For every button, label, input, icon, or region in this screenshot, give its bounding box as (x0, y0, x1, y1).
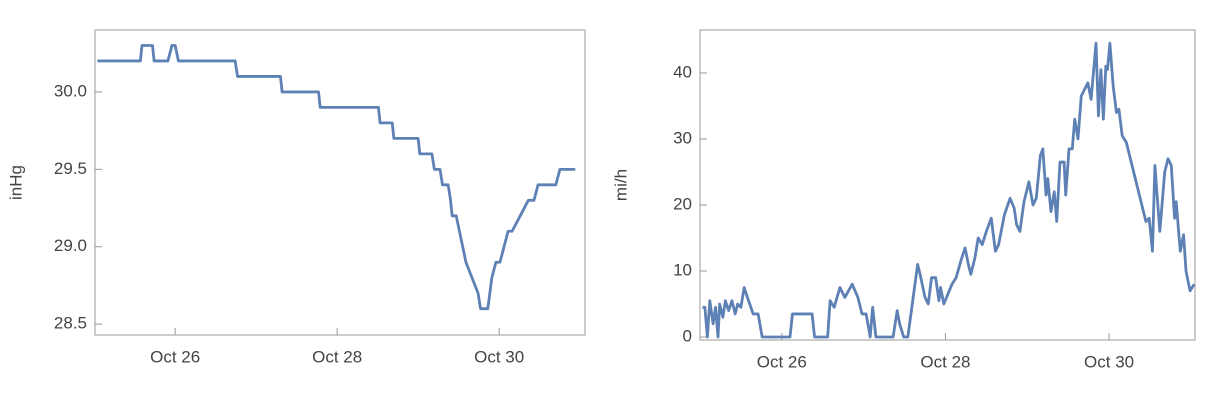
x-tick-label: Oct 26 (757, 352, 807, 371)
y-axis-label: mi/h (611, 169, 630, 201)
y-tick-label: 29.5 (54, 159, 87, 178)
y-tick-label: 29.0 (54, 236, 87, 255)
plot-frame (699, 29, 1196, 341)
x-tick-label: Oct 26 (150, 347, 200, 366)
y-axis-label: inHg (6, 165, 25, 200)
y-tick-label: 28.5 (54, 314, 87, 333)
x-tick-label: Oct 28 (920, 352, 970, 371)
x-tick-label: Oct 28 (312, 347, 362, 366)
x-tick-label: Oct 30 (1084, 352, 1134, 371)
x-tick-label: Oct 30 (474, 347, 524, 366)
y-tick-label: 30.0 (54, 81, 87, 100)
data-line (702, 41, 1196, 339)
y-tick-label: 40 (673, 62, 692, 81)
y-tick-label: 10 (673, 260, 692, 279)
data-line (97, 44, 576, 311)
y-tick-label: 0 (683, 327, 692, 346)
y-tick-label: 20 (673, 194, 692, 213)
y-tick-label: 30 (673, 128, 692, 147)
plot-frame (94, 29, 586, 336)
